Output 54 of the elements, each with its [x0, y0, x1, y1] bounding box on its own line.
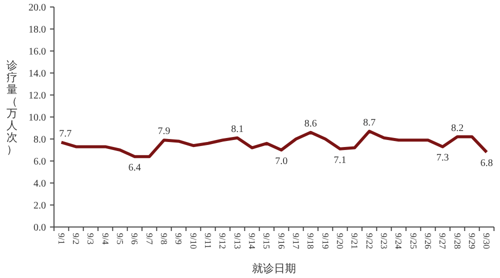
x-tick-label: 9/12 — [218, 233, 228, 250]
text: 16.0 — [28, 46, 46, 58]
data-label: 8.6 — [304, 118, 317, 130]
x-tick-label: 9/29 — [467, 233, 477, 250]
x-tick-label: 9/1 — [56, 233, 66, 245]
y-axis-title: 诊疗量（万人次） — [6, 60, 18, 156]
x-tick-label: 9/27 — [438, 233, 448, 250]
x-tick-label: 9/3 — [86, 233, 96, 245]
text: 8.0 — [34, 134, 46, 146]
data-label: 7.0 — [275, 156, 288, 167]
text: 6.0 — [34, 156, 46, 168]
x-tick-label: 9/2 — [71, 233, 81, 245]
data-label: 7.3 — [436, 152, 449, 164]
text: 4.0 — [34, 178, 46, 190]
x-tick-label: 9/14 — [247, 233, 257, 250]
text: 20.0 — [28, 2, 46, 14]
x-tick-label: 9/21 — [350, 233, 360, 250]
text: 10.0 — [28, 112, 46, 124]
x-tick-label: 9/4 — [100, 233, 110, 245]
x-tick-label: 9/26 — [423, 233, 433, 250]
x-tick-label: 9/28 — [452, 233, 462, 250]
x-axis-title: 就诊日期 — [252, 262, 296, 275]
data-label: 8.1 — [231, 124, 244, 135]
x-tick-label: 9/24 — [394, 233, 404, 250]
text: 14.0 — [28, 68, 46, 80]
x-tick-label: 9/10 — [188, 233, 198, 250]
text: 0.0 — [34, 222, 46, 234]
data-label: 6.8 — [480, 158, 493, 170]
data-label: 8.7 — [363, 117, 376, 128]
x-tick-label: 9/7 — [144, 233, 154, 245]
data-label: 7.1 — [334, 154, 346, 166]
data-label: 7.9 — [158, 126, 170, 138]
data-label: 8.2 — [451, 122, 464, 134]
x-tick-label: 9/8 — [159, 233, 169, 245]
x-tick-label: 9/20 — [335, 233, 345, 250]
text: 2.0 — [34, 200, 46, 212]
x-tick-label: 9/17 — [291, 233, 301, 250]
text: 18.0 — [28, 24, 46, 36]
x-tick-label: 9/18 — [306, 233, 316, 250]
x-tick-label: 9/6 — [130, 233, 140, 245]
x-tick-label: 9/11 — [203, 233, 213, 249]
x-tick-label: 9/25 — [408, 233, 418, 250]
x-tick-label: 9/19 — [320, 233, 330, 250]
x-tick-label: 9/16 — [276, 233, 286, 250]
data-label: 7.7 — [59, 128, 72, 140]
text: 12.0 — [28, 90, 46, 102]
x-tick-label: 9/23 — [379, 233, 389, 250]
x-tick-label: 9/30 — [482, 233, 492, 250]
x-tick-label: 9/5 — [115, 233, 125, 245]
x-tick-label: 9/9 — [174, 233, 184, 245]
x-tick-label: 9/13 — [232, 233, 242, 250]
data-label: 6.4 — [128, 162, 141, 174]
x-tick-label: 9/22 — [364, 233, 374, 250]
x-tick-label: 9/15 — [262, 233, 272, 250]
